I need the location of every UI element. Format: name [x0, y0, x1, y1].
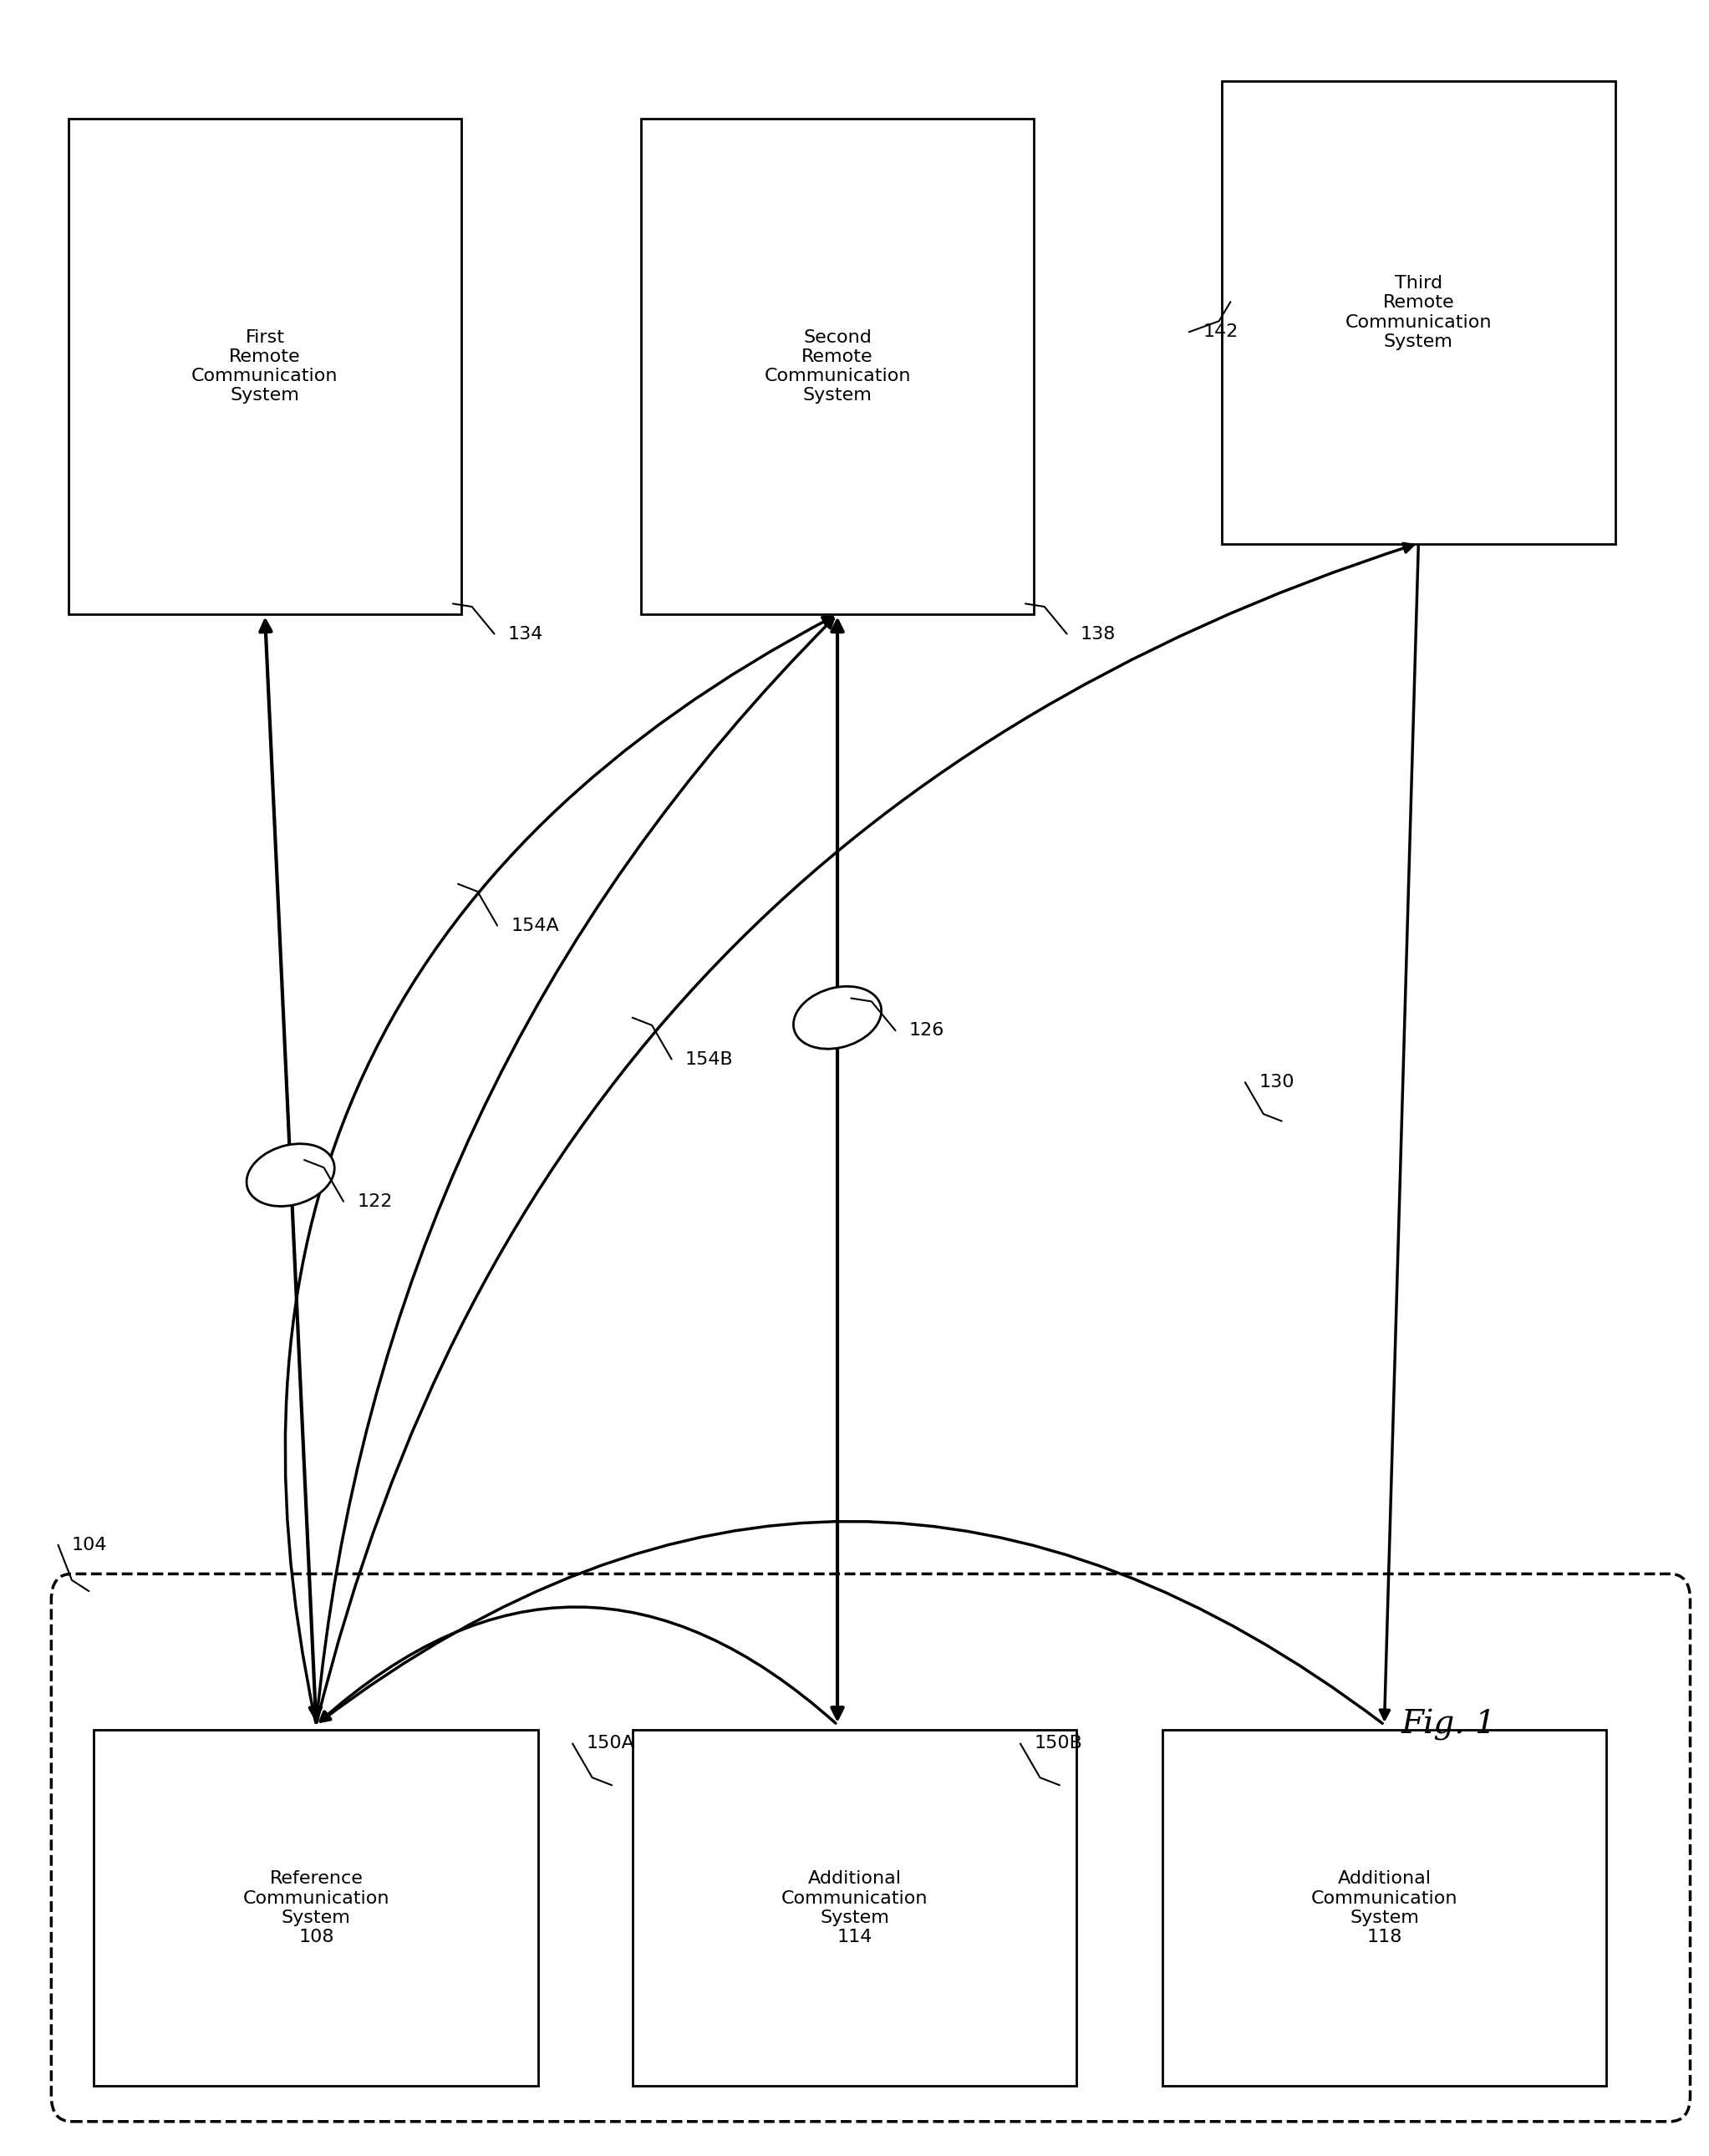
Text: 150A: 150A [586, 1736, 634, 1753]
Text: 150B: 150B [1034, 1736, 1082, 1753]
Bar [641, 119, 1034, 614]
Text: 154A: 154A [511, 916, 559, 934]
Text: Additional
Communication
System
114: Additional Communication System 114 [781, 1871, 928, 1945]
Text: 142: 142 [1203, 323, 1237, 341]
Bar [94, 1729, 538, 2087]
Text: Second
Remote
Communication
System: Second Remote Communication System [764, 330, 911, 403]
Text: First
Remote
Communication
System: First Remote Communication System [191, 330, 338, 403]
Text: 138: 138 [1080, 625, 1116, 642]
Bar [68, 119, 461, 614]
Text: 126: 126 [909, 1022, 945, 1039]
Ellipse shape [246, 1143, 335, 1207]
Text: 154B: 154B [685, 1050, 733, 1067]
Bar [632, 1729, 1077, 2087]
Bar [1162, 1729, 1606, 2087]
Text: 104: 104 [72, 1537, 108, 1552]
Text: Third
Remote
Communication
System: Third Remote Communication System [1345, 276, 1492, 349]
Text: 122: 122 [357, 1192, 393, 1210]
Ellipse shape [793, 985, 882, 1050]
Text: 134: 134 [508, 625, 543, 642]
Bar [1222, 80, 1615, 545]
Text: Fig. 1: Fig. 1 [1401, 1710, 1497, 1740]
Text: 130: 130 [1260, 1074, 1294, 1091]
Text: Additional
Communication
System
118: Additional Communication System 118 [1311, 1871, 1458, 1945]
FancyBboxPatch shape [51, 1574, 1690, 2122]
Text: Reference
Communication
System
108: Reference Communication System 108 [243, 1871, 390, 1945]
